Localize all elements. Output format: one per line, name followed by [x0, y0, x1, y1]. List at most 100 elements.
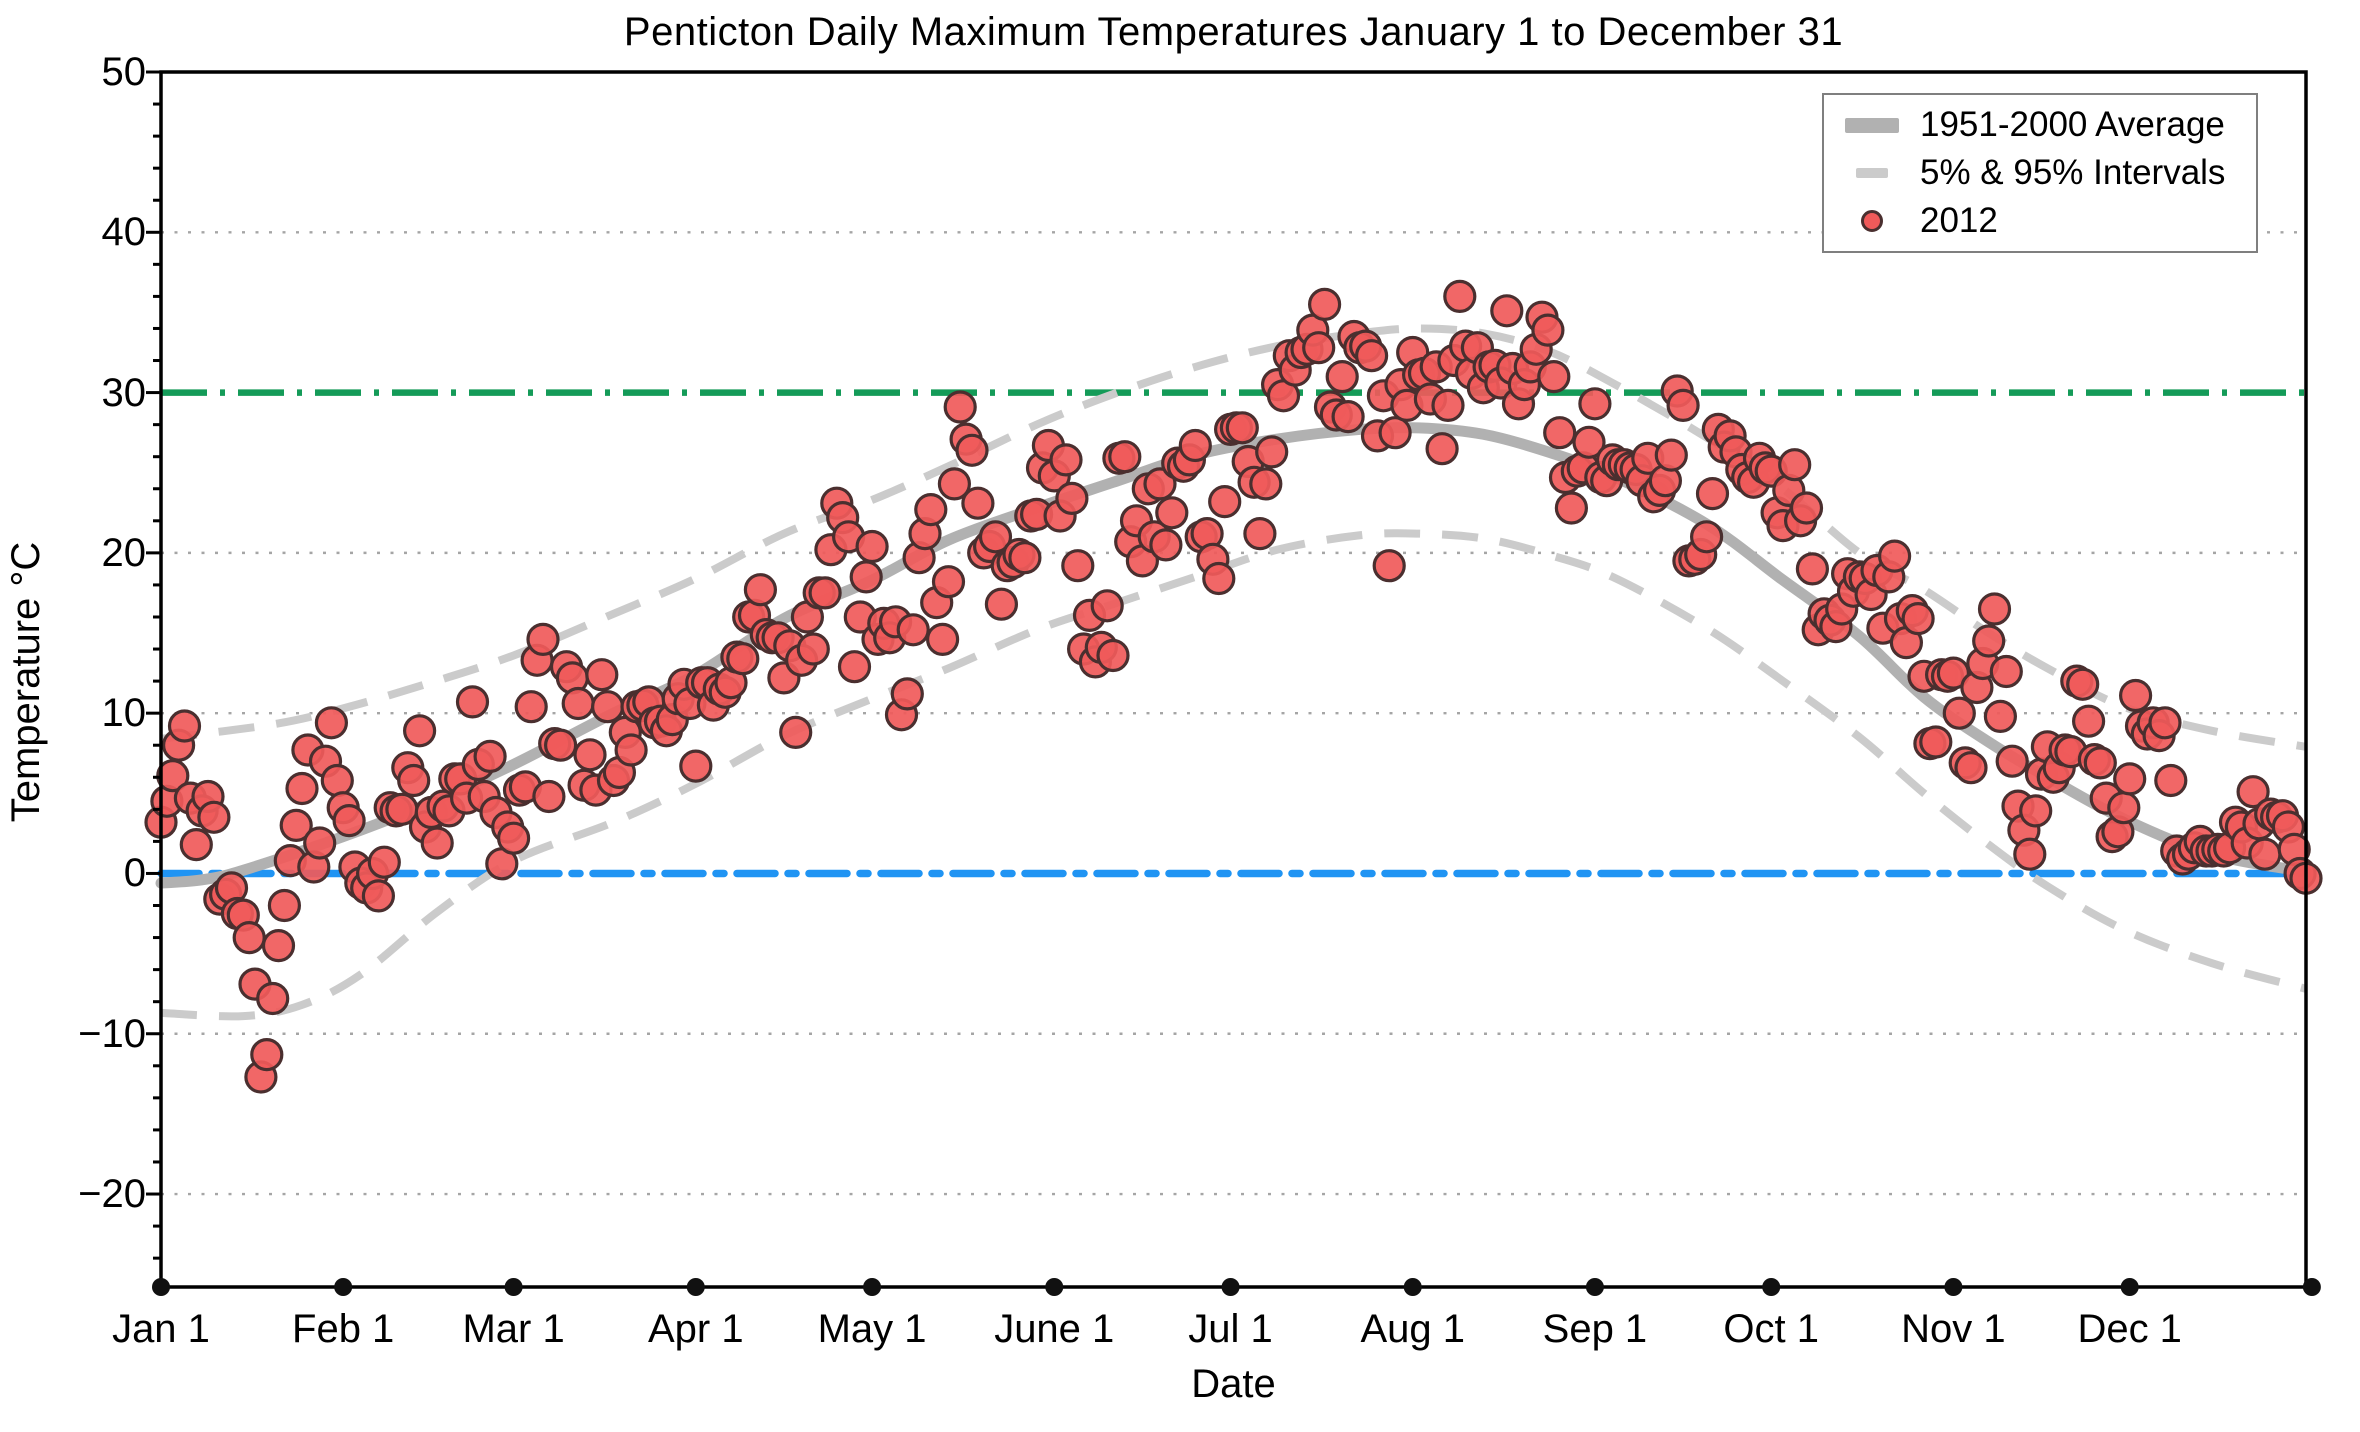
x-tick-label: Oct 1 [1723, 1307, 1820, 1351]
data-point [1202, 561, 1236, 596]
data-point [561, 686, 595, 721]
data-point [1096, 638, 1130, 673]
legend-item-intervals: 5% & 95% Intervals [1824, 149, 2256, 197]
data-point [1490, 294, 1524, 328]
month-dot [863, 1278, 882, 1296]
data-point [1208, 485, 1242, 519]
data-point [256, 981, 290, 1016]
scatter-point-swatch [1861, 210, 1883, 232]
data-point [2019, 794, 2053, 828]
data-point [1372, 549, 1406, 583]
data-point [1983, 699, 2018, 734]
month-dot [2302, 1278, 2321, 1296]
data-point [1008, 541, 1042, 575]
data-point [1789, 491, 1824, 525]
data-point [1108, 440, 1142, 474]
data-point [526, 622, 560, 657]
data-point [455, 685, 490, 719]
data-point [1149, 528, 1183, 562]
data-point [2013, 837, 2047, 871]
data-point [320, 763, 354, 798]
data-point [1055, 481, 1089, 515]
data-point [2107, 791, 2141, 825]
y-axis-title: Temperature °C [4, 541, 48, 823]
x-axis-title: Date [1191, 1362, 1276, 1406]
data-point [726, 642, 760, 676]
data-point [1972, 624, 2006, 658]
month-dot [152, 1278, 170, 1296]
data-point [1331, 400, 1365, 434]
data-point [496, 821, 531, 855]
data-point [1143, 467, 1177, 501]
data-point [1243, 516, 1277, 551]
data-point [1666, 388, 1700, 422]
data-point [1354, 339, 1389, 373]
data-point [1919, 725, 1953, 759]
data-point [1378, 416, 1412, 450]
x-tick-label: Aug 1 [1360, 1307, 1465, 1351]
data-point [914, 493, 948, 527]
data-point [285, 771, 319, 806]
data-point [1249, 467, 1283, 501]
data-point [532, 779, 566, 814]
y-tick-label: 50 [101, 50, 147, 94]
data-point [197, 800, 231, 834]
x-tick-label: Jul 1 [1188, 1307, 1273, 1351]
interval-line-swatch [1856, 168, 1888, 178]
data-point [961, 486, 995, 520]
month-dot [1045, 1278, 1064, 1296]
data-point [179, 827, 213, 862]
data-point [1977, 592, 2012, 626]
data-point [1989, 654, 2023, 689]
data-point [585, 658, 619, 692]
x-tick-label: Jan 1 [112, 1307, 210, 1351]
month-dot [334, 1278, 353, 1296]
month-dot [686, 1278, 705, 1296]
data-point [890, 677, 924, 711]
month-dot [1762, 1278, 1781, 1296]
data-point [1325, 360, 1359, 394]
data-point [931, 565, 966, 599]
data-point [232, 920, 266, 955]
data-point [261, 928, 296, 963]
x-tick-label: Nov 1 [1901, 1307, 2006, 1351]
x-tick-label: Apr 1 [647, 1307, 744, 1351]
data-point [573, 738, 607, 772]
y-tick-label: −10 [78, 1011, 146, 1056]
month-dot [1221, 1278, 1240, 1296]
data-point [978, 520, 1013, 554]
data-point [250, 1037, 284, 1072]
data-point [1537, 360, 1571, 394]
data-point [2119, 678, 2153, 713]
percentile-95-curve [160, 324, 2307, 751]
data-point [1695, 477, 1730, 511]
data-point [367, 845, 401, 879]
y-tick-label: 40 [101, 210, 147, 255]
data-point [2236, 775, 2270, 809]
y-tick-label: 20 [101, 530, 147, 575]
x-tick-label: Feb 1 [292, 1307, 395, 1351]
average-line-swatch [1845, 117, 1899, 133]
data-point [943, 390, 977, 424]
data-point [2072, 704, 2106, 738]
data-point [167, 709, 202, 743]
data-point [1942, 696, 1976, 730]
legend-box: 1951-2000 Average 5% & 95% Intervals 201… [1822, 93, 2258, 253]
y-tick-label: 0 [123, 851, 146, 896]
data-point [1443, 279, 1477, 313]
data-point [849, 560, 883, 594]
data-point [2154, 763, 2188, 798]
legend-label-2012: 2012 [1920, 201, 1998, 240]
data-point [1795, 552, 1830, 586]
chart-title: Penticton Daily Maximum Temperatures Jan… [623, 10, 1844, 54]
data-point [590, 690, 625, 724]
data-point [743, 573, 778, 607]
legend-item-2012: 2012 [1824, 197, 2256, 245]
data-point [1255, 435, 1289, 469]
data-point [2148, 706, 2182, 740]
data-point [1901, 601, 1935, 636]
data-point [1954, 751, 1988, 785]
data-point [1654, 438, 1688, 472]
